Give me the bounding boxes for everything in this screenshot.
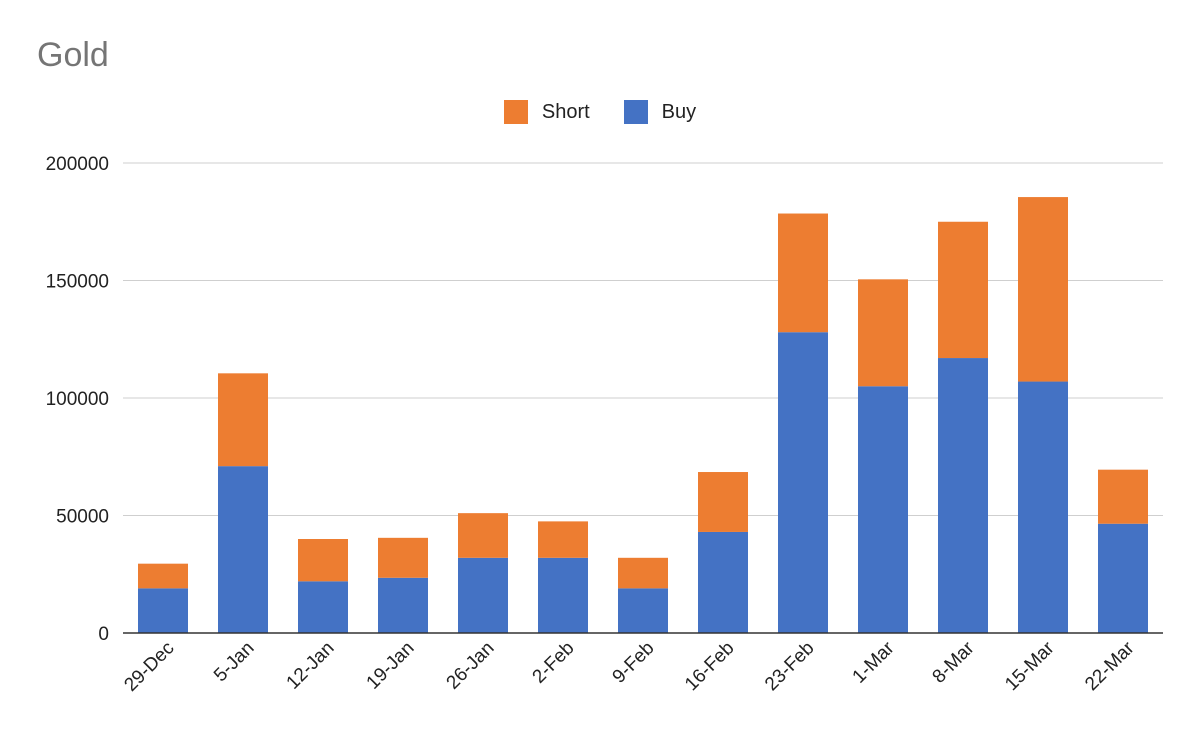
- bar-short: [218, 373, 268, 467]
- bar-short: [778, 213, 828, 333]
- bar-short: [938, 221, 988, 359]
- x-tick-label: 1-Mar: [849, 637, 899, 687]
- bar-short: [698, 472, 748, 532]
- bar-short: [378, 537, 428, 578]
- bar-buy: [778, 332, 828, 633]
- legend-swatch-short: [503, 100, 528, 124]
- legend-item-short: Short: [503, 100, 590, 124]
- x-tick-label: 19-Jan: [363, 638, 419, 694]
- bar-buy: [298, 581, 348, 633]
- y-tick-label: 100000: [46, 389, 109, 410]
- x-tick-label: 26-Jan: [443, 638, 499, 694]
- bar-short: [538, 521, 588, 558]
- bar-buy: [698, 531, 748, 633]
- x-tick-label: 12-Jan: [283, 638, 339, 694]
- x-tick-label: 22-Mar: [1081, 637, 1139, 695]
- x-tick-label: 5-Jan: [210, 638, 258, 686]
- x-tick-label: 2-Feb: [529, 638, 579, 688]
- bar-short: [1098, 469, 1148, 524]
- bar-buy: [218, 466, 268, 633]
- bar-buy: [938, 358, 988, 633]
- bar-buy: [458, 557, 508, 633]
- y-tick-label: 200000: [46, 154, 109, 175]
- x-tick-label: 23-Feb: [761, 638, 818, 695]
- bar-buy: [138, 588, 188, 633]
- x-tick-label: 8-Mar: [929, 637, 979, 687]
- bar-buy: [618, 588, 668, 633]
- x-tick-label: 15-Mar: [1001, 637, 1059, 695]
- legend-label-buy: Buy: [661, 100, 697, 123]
- bar-short: [298, 539, 348, 582]
- y-tick-label: 150000: [46, 272, 109, 293]
- y-tick-label: 0: [98, 624, 109, 645]
- legend: Short Buy: [0, 100, 1200, 124]
- bar-buy: [538, 557, 588, 633]
- bar-buy: [1018, 381, 1068, 633]
- bar-short: [1018, 197, 1068, 382]
- bar-short: [458, 513, 508, 558]
- x-tick-label: 16-Feb: [681, 638, 738, 695]
- legend-swatch-buy: [623, 100, 648, 124]
- legend-item-buy: Buy: [623, 100, 697, 124]
- chart-title: Gold: [37, 36, 109, 74]
- x-tick-label: 29-Dec: [120, 638, 178, 696]
- bar-short: [618, 557, 668, 589]
- bar-buy: [1098, 523, 1148, 633]
- x-tick-label: 9-Feb: [609, 638, 659, 688]
- y-tick-label: 50000: [56, 507, 109, 528]
- bar-short: [138, 563, 188, 589]
- bar-buy: [858, 386, 908, 633]
- bar-buy: [378, 577, 428, 633]
- legend-label-short: Short: [541, 100, 590, 123]
- bar-short: [858, 279, 908, 387]
